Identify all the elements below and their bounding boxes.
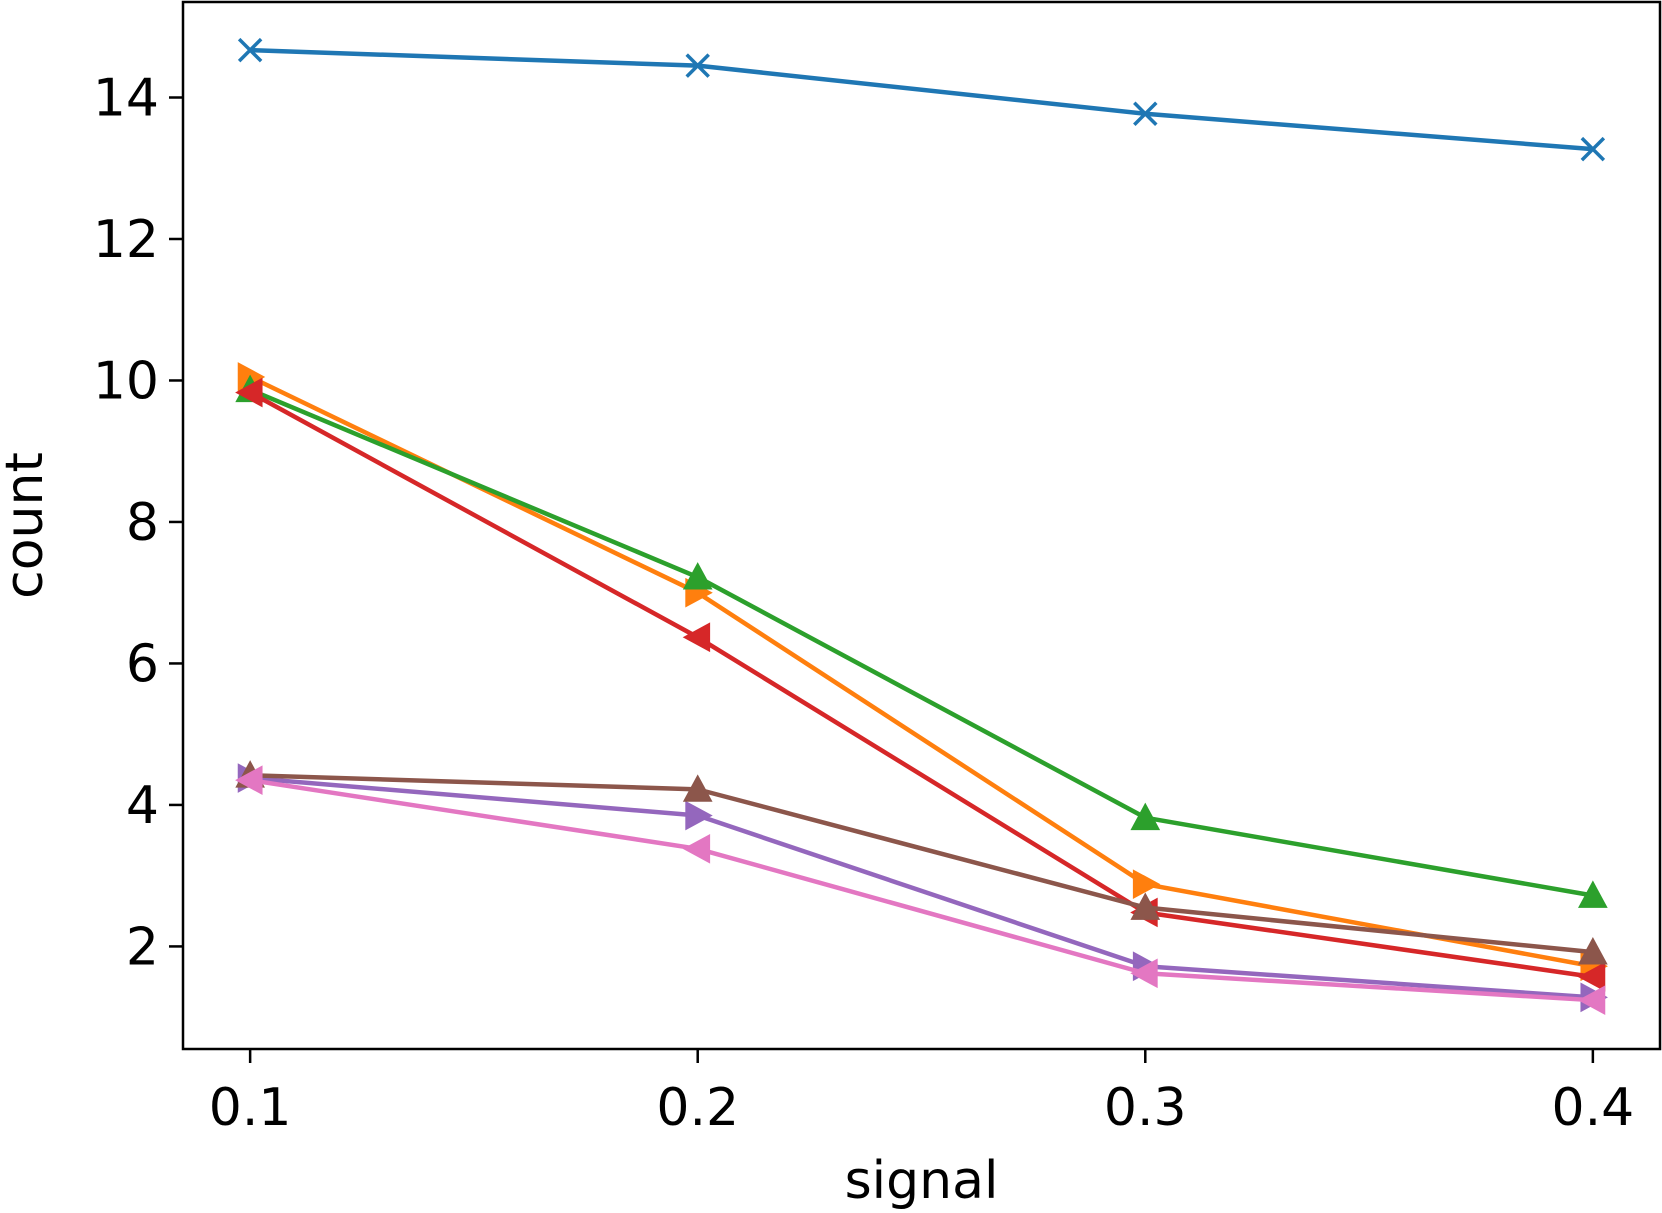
y-tick-label: 4 [126,776,159,836]
plot-frame [181,0,1662,1051]
x-tick-label: 0.2 [656,1078,739,1138]
data-point [1578,880,1608,908]
x-tick-label: 0.4 [1552,1078,1635,1138]
data-point [235,765,263,796]
x-tick-label: 0.3 [1104,1078,1187,1138]
series-7 [235,765,1606,1016]
y-tick-label: 8 [126,493,159,553]
series-layer [235,37,1608,1016]
series-3 [235,374,1608,908]
series-line [249,390,1594,980]
data-point [1130,802,1161,831]
y-tick-label: 10 [93,351,159,411]
data-point [682,622,711,653]
data-point [1130,958,1158,989]
y-tick-label: 12 [93,210,159,270]
series-line [249,374,1594,969]
series-line [250,47,1594,152]
data-point [1578,937,1608,965]
data-point [235,377,263,408]
ticks-layer: 0.1 0.2 0.3 0.4 2 4 6 8 10 12 14 [93,69,1634,1138]
y-tick-label: 14 [93,69,159,129]
series-line [249,775,1594,1000]
x-tick-label: 0.1 [209,1078,292,1138]
series-line [249,387,1594,898]
x-axis-label: signal [845,1151,999,1211]
data-point [682,774,713,802]
y-axis-label: count [0,452,55,599]
data-point [1130,892,1161,920]
data-point [685,800,713,831]
data-point [1577,985,1606,1016]
series-1 [237,37,1606,162]
y-tick-label: 6 [126,634,159,694]
data-point [682,562,713,590]
series-2 [237,362,1608,982]
series-5 [237,763,1608,1013]
data-point [1132,869,1161,900]
data-point [1133,101,1158,127]
series-line [249,777,1593,1003]
data-point [1580,136,1606,162]
series-line [250,772,1594,955]
series-6 [235,760,1608,965]
y-tick-label: 2 [126,917,159,977]
data-point [1577,962,1606,992]
data-point [237,37,263,63]
data-point [685,53,710,78]
data-point [682,833,711,864]
